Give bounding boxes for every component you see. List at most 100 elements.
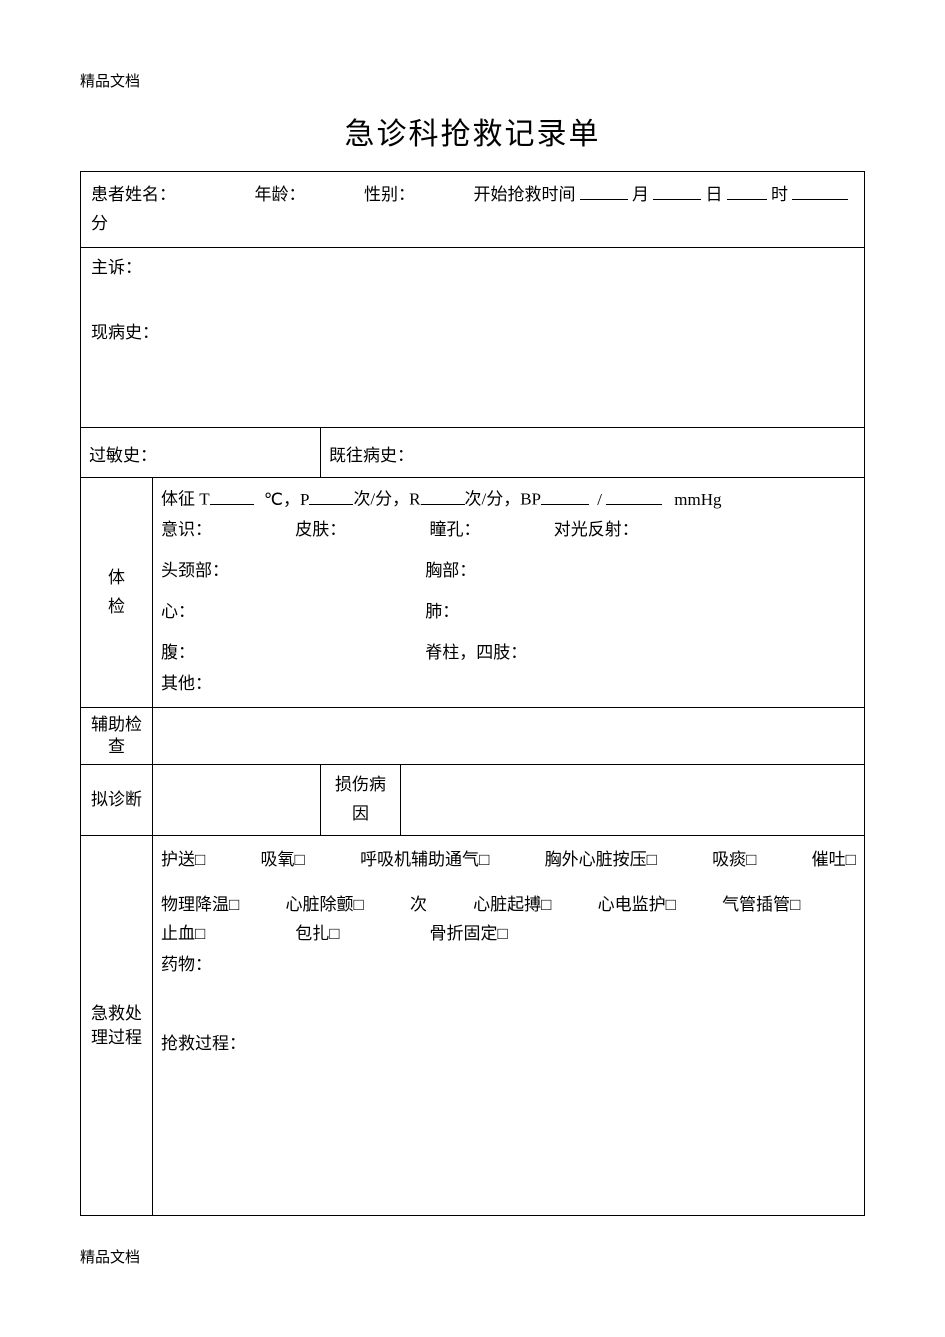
exam-side-2: 检: [89, 593, 144, 622]
diag-content-cell: [153, 765, 321, 836]
ecg-label: 心电监护: [598, 895, 666, 914]
defib-checkbox[interactable]: □: [353, 895, 363, 914]
head-neck-label: 头颈部：: [161, 561, 229, 580]
complaint-history-cell: 主诉： 现病史：: [81, 248, 865, 428]
minute-unit: 分: [91, 210, 108, 239]
pulse-field[interactable]: [309, 484, 353, 504]
escort-label: 护送: [161, 850, 195, 869]
cooling-checkbox[interactable]: □: [229, 895, 239, 914]
aux-label-2: 查: [89, 736, 144, 758]
fracture-checkbox[interactable]: □: [498, 924, 508, 943]
intubation-checkbox[interactable]: □: [790, 895, 800, 914]
suction-label: 吸痰: [712, 850, 746, 869]
bandage-label: 包扎: [295, 924, 329, 943]
ecg-checkbox[interactable]: □: [666, 895, 676, 914]
treatment-side-label: 急救处 理过程: [81, 836, 153, 1216]
head-chest-line: 头颈部： 胸部：: [161, 557, 856, 586]
chest-compress-label: 胸外心脏按压: [545, 850, 647, 869]
month-unit: 月: [632, 181, 649, 210]
lung-label: 肺：: [425, 602, 459, 621]
allergy-cell: 过敏史：: [81, 428, 321, 478]
exam-side-label: 体 检: [81, 478, 153, 708]
bp-unit: mmHg: [674, 490, 721, 509]
treatment-content-cell: 护送□ 吸氧□ 呼吸机辅助通气□ 胸外心脏按压□ 吸痰□ 催吐□ 物理降温□ 心…: [153, 836, 865, 1216]
pacing-checkbox[interactable]: □: [541, 895, 551, 914]
vitals-line: 体征 T ℃，P次/分，R次/分，BP / mmHg: [161, 484, 856, 514]
heart-label: 心：: [161, 602, 195, 621]
bp-sys-field[interactable]: [541, 484, 589, 504]
fracture-label: 骨折固定: [430, 924, 498, 943]
ventilator-label: 呼吸机辅助通气: [360, 850, 479, 869]
pacing-label: 心脏起搏: [473, 895, 541, 914]
medication-label: 药物：: [161, 955, 212, 974]
hemostasis-checkbox[interactable]: □: [195, 924, 205, 943]
treat-row-2: 物理降温□ 心脏除颤□ 次 心脏起搏□ 心电监护□ 气管插管□: [161, 891, 800, 920]
aux-label-1: 辅助检: [89, 714, 144, 736]
abdomen-label: 腹：: [161, 643, 195, 662]
defib-label: 心脏除颤: [285, 895, 353, 914]
ventilator-checkbox[interactable]: □: [479, 850, 489, 869]
injury-cause-content-cell: [401, 765, 865, 836]
month-field[interactable]: [580, 180, 628, 200]
treat-side-2: 理过程: [89, 1026, 144, 1050]
start-time-label: 开始抢救时间: [474, 181, 576, 210]
vitals-r-label: 次/分，R: [353, 490, 420, 509]
chest-label: 胸部：: [425, 561, 476, 580]
form-title: 急诊科抢救记录单: [80, 109, 865, 153]
footer-watermark: 精品文档: [80, 1246, 140, 1267]
allergy-label: 过敏史：: [89, 446, 157, 465]
suction-checkbox[interactable]: □: [746, 850, 756, 869]
consciousness-label: 意识：: [161, 520, 212, 539]
bandage-checkbox[interactable]: □: [329, 924, 339, 943]
chest-compress-checkbox[interactable]: □: [647, 850, 657, 869]
oxygen-checkbox[interactable]: □: [295, 850, 305, 869]
spine-limbs-label: 脊柱，四肢：: [425, 643, 527, 662]
diag-label: 拟诊断: [89, 786, 144, 815]
past-history-label: 既往病史：: [329, 446, 414, 465]
chief-complaint-label: 主诉：: [91, 254, 854, 283]
header-watermark: 精品文档: [80, 70, 865, 91]
medical-form-table: 患者姓名： 年龄： 性别： 开始抢救时间 月 日 时 分 主诉： 现病史： 过敏…: [80, 171, 865, 1216]
pupil-label: 瞳孔：: [430, 520, 481, 539]
exam-content-cell: 体征 T ℃，P次/分，R次/分，BP / mmHg 意识： 皮肤： 瞳孔： 对…: [153, 478, 865, 708]
day-unit: 日: [706, 181, 723, 210]
age-label: 年龄：: [255, 181, 306, 210]
aux-side-label: 辅助检 查: [81, 708, 153, 765]
consciousness-line: 意识： 皮肤： 瞳孔： 对光反射：: [161, 516, 856, 545]
present-history-label: 现病史：: [91, 319, 854, 348]
past-history-cell: 既往病史：: [321, 428, 865, 478]
other-label: 其他：: [161, 674, 212, 693]
oxygen-label: 吸氧: [261, 850, 295, 869]
injury-cause-label: 损伤病因: [329, 771, 392, 829]
patient-info-row: 患者姓名： 年龄： 性别： 开始抢救时间 月 日 时 分: [81, 172, 865, 248]
aux-content-cell: [153, 708, 865, 765]
skin-label: 皮肤：: [295, 520, 346, 539]
name-label: 患者姓名：: [91, 181, 176, 210]
cooling-label: 物理降温: [161, 895, 229, 914]
day-field[interactable]: [653, 180, 701, 200]
emesis-label: 催吐: [812, 850, 846, 869]
bp-slash: /: [597, 490, 602, 509]
bp-dia-field[interactable]: [606, 484, 662, 504]
heart-lung-line: 心： 肺：: [161, 598, 856, 627]
hour-unit: 时: [771, 181, 788, 210]
resp-field[interactable]: [421, 484, 465, 504]
exam-other-line: 其他：: [161, 670, 856, 699]
light-reflex-label: 对光反射：: [554, 520, 639, 539]
vitals-t-label: 体征 T: [161, 490, 210, 509]
medication-line: 药物：: [161, 951, 856, 980]
hemostasis-label: 止血: [161, 924, 195, 943]
hour-field[interactable]: [727, 180, 767, 200]
intubation-label: 气管插管: [722, 895, 790, 914]
vitals-p-label: ℃，P: [264, 490, 310, 509]
rescue-process-line: 抢救过程：: [161, 1030, 856, 1059]
escort-checkbox[interactable]: □: [195, 850, 205, 869]
injury-cause-label-cell: 损伤病因: [321, 765, 401, 836]
process-label: 抢救过程：: [161, 1034, 246, 1053]
minute-field[interactable]: [792, 180, 848, 200]
abdomen-spine-line: 腹： 脊柱，四肢：: [161, 639, 856, 668]
temp-field[interactable]: [210, 484, 254, 504]
treat-row-3: 止血□ 包扎□ 骨折固定□: [161, 920, 856, 949]
treat-side-1: 急救处: [89, 1002, 144, 1026]
emesis-checkbox[interactable]: □: [846, 850, 856, 869]
